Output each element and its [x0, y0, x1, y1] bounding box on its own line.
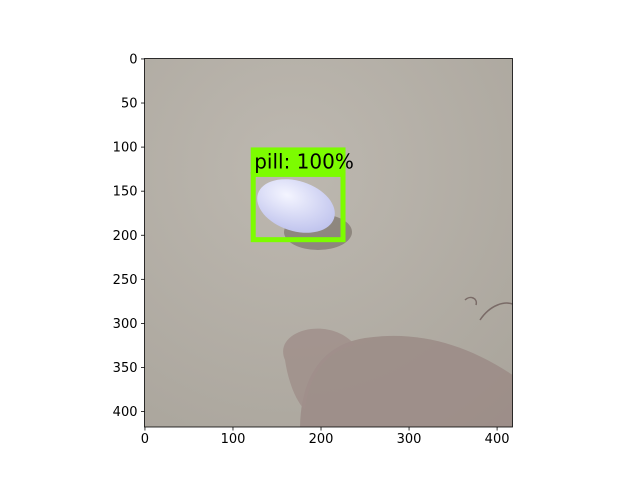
y-tick-label: 50	[121, 97, 138, 112]
y-tick-label: 400	[113, 405, 138, 420]
detection-label: pill: 100%	[254, 149, 354, 173]
y-tick-label: 300	[113, 317, 138, 332]
y-tick-label: 100	[113, 141, 138, 156]
axes-frame	[144, 58, 513, 428]
label-background	[250, 147, 346, 175]
x-tick-label: 100	[221, 432, 246, 447]
x-tick-label: 0	[141, 432, 149, 447]
x-tick-label: 300	[397, 432, 422, 447]
photo	[144, 58, 513, 427]
y-tick-label: 0	[129, 52, 137, 67]
y-tick-label: 200	[113, 229, 138, 244]
x-tick-label: 400	[485, 432, 510, 447]
y-tick-label: 350	[113, 361, 138, 376]
y-tick-label: 250	[113, 273, 138, 288]
y-tick-label: 150	[113, 185, 138, 200]
x-tick-label: 200	[309, 432, 334, 447]
